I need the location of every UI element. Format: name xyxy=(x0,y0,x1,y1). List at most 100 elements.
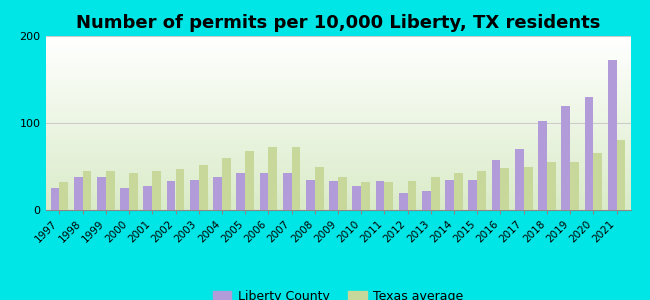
Bar xyxy=(361,182,370,210)
Bar xyxy=(46,101,630,102)
Bar xyxy=(46,90,630,91)
Bar xyxy=(454,173,463,210)
Bar xyxy=(46,85,630,86)
Bar xyxy=(46,198,630,199)
Bar xyxy=(46,182,630,183)
Bar xyxy=(445,179,454,210)
Bar xyxy=(46,110,630,111)
Bar xyxy=(46,191,630,192)
Bar xyxy=(46,175,630,176)
Bar xyxy=(491,160,500,210)
Bar xyxy=(46,57,630,58)
Bar xyxy=(46,142,630,143)
Bar xyxy=(46,154,630,155)
Bar xyxy=(46,65,630,66)
Bar xyxy=(46,76,630,77)
Bar xyxy=(59,182,68,210)
Bar xyxy=(46,202,630,203)
Bar xyxy=(176,169,185,210)
Bar xyxy=(46,60,630,61)
Bar xyxy=(46,51,630,52)
Bar xyxy=(46,173,630,174)
Bar xyxy=(46,134,630,135)
Bar xyxy=(46,89,630,90)
Bar xyxy=(352,186,361,210)
Bar xyxy=(315,167,324,210)
Legend: Liberty County, Texas average: Liberty County, Texas average xyxy=(207,285,469,300)
Bar xyxy=(46,108,630,109)
Bar xyxy=(46,197,630,198)
Bar xyxy=(46,106,630,107)
Bar xyxy=(431,177,439,210)
Bar xyxy=(46,55,630,56)
Bar xyxy=(46,184,630,185)
Bar xyxy=(46,58,630,59)
Bar xyxy=(46,159,630,160)
Bar xyxy=(46,93,630,94)
Bar xyxy=(74,177,83,210)
Bar xyxy=(46,38,630,39)
Bar xyxy=(46,43,630,44)
Bar xyxy=(46,94,630,95)
Bar xyxy=(306,179,315,210)
Bar xyxy=(46,206,630,207)
Bar xyxy=(46,49,630,50)
Bar xyxy=(46,115,630,116)
Bar xyxy=(46,129,630,130)
Bar xyxy=(46,167,630,168)
Bar xyxy=(46,47,630,48)
Bar xyxy=(245,151,254,210)
Bar xyxy=(46,132,630,133)
Bar xyxy=(408,181,417,210)
Bar xyxy=(46,123,630,124)
Title: Number of permits per 10,000 Liberty, TX residents: Number of permits per 10,000 Liberty, TX… xyxy=(76,14,600,32)
Bar xyxy=(46,62,630,63)
Bar xyxy=(46,125,630,126)
Bar xyxy=(46,64,630,65)
Bar xyxy=(329,181,338,210)
Bar xyxy=(46,192,630,193)
Bar xyxy=(399,193,408,210)
Bar xyxy=(106,171,114,210)
Bar xyxy=(51,188,59,210)
Bar xyxy=(46,67,630,68)
Bar xyxy=(46,187,630,188)
Bar xyxy=(46,127,630,128)
Bar xyxy=(46,79,630,80)
Bar xyxy=(46,205,630,206)
Bar xyxy=(46,105,630,106)
Bar xyxy=(222,158,231,210)
Bar xyxy=(46,135,630,136)
Bar xyxy=(46,165,630,166)
Bar xyxy=(46,118,630,119)
Bar xyxy=(46,133,630,134)
Bar xyxy=(46,118,630,119)
Bar xyxy=(46,107,630,108)
Bar xyxy=(562,106,570,210)
Bar xyxy=(46,48,630,49)
Bar xyxy=(97,177,106,210)
Bar xyxy=(46,63,630,64)
Bar xyxy=(237,173,245,210)
Bar xyxy=(46,174,630,175)
Bar xyxy=(259,173,268,210)
Bar xyxy=(46,124,630,125)
Bar xyxy=(46,185,630,186)
Bar xyxy=(515,149,524,210)
Bar xyxy=(46,201,630,202)
Bar xyxy=(46,200,630,201)
Bar xyxy=(46,113,630,114)
Bar xyxy=(46,155,630,156)
Bar xyxy=(213,177,222,210)
Bar xyxy=(46,146,630,147)
Bar xyxy=(46,169,630,170)
Bar xyxy=(46,114,630,115)
Bar xyxy=(46,120,630,121)
Bar xyxy=(46,112,630,113)
Bar xyxy=(46,207,630,208)
Bar xyxy=(46,157,630,158)
Bar xyxy=(46,92,630,93)
Bar xyxy=(46,70,630,71)
Bar xyxy=(46,111,630,112)
Bar xyxy=(46,119,630,120)
